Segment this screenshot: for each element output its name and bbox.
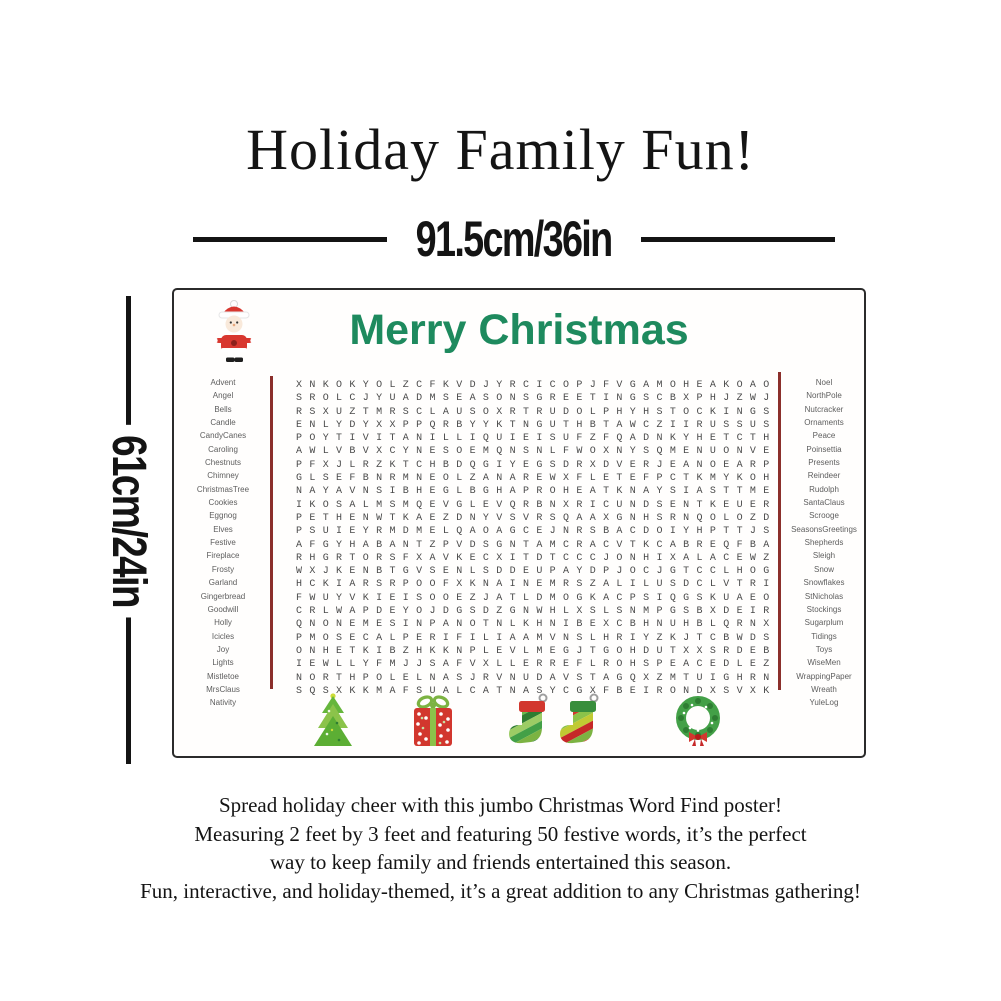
word-list-item: Chimney <box>207 471 239 481</box>
bottom-icons-row <box>174 692 864 752</box>
word-search-grid: XNKOKYOLZCFKVDJYRCICOPJFVGAMOHEAKOAO SROL… <box>296 379 780 698</box>
word-list-item: Gingerbread <box>200 591 246 601</box>
grid-row: XNKOKYOLZCFKVDJYRCICOPJFVGAMOHEAKOAO <box>296 380 777 391</box>
grid-row: FWUYVKIEISOOEZJATLDMOGKACPSIQGSKUAEO <box>296 592 777 604</box>
description-line: Spread holiday cheer with this jumbo Chr… <box>218 793 783 817</box>
word-list-item: Shepherds <box>804 538 844 548</box>
right-divider-line <box>778 372 781 690</box>
stocking-icon <box>560 693 599 744</box>
word-list-item: Reindeer <box>807 471 841 481</box>
word-list-item: Festive <box>210 538 236 548</box>
word-list-item: Presents <box>808 458 840 468</box>
word-list-item: ChristmasTree <box>196 484 250 494</box>
word-list-item: Sleigh <box>812 551 836 561</box>
grid-row: IEWLLYFMJJSAFVXLLERREFLROHSPEACEDLEZ <box>296 659 777 671</box>
word-list-item: Eggnog <box>209 511 237 521</box>
word-list-item: Garland <box>208 578 238 588</box>
grid-row: RSXUZTMRSCLAUSOXRTRUDOLPHYHSTOCKINGS <box>296 406 777 418</box>
word-list-item: Mistletoe <box>206 671 239 681</box>
width-dimension-line-left <box>193 236 388 242</box>
description-line: way to keep family and friends entertain… <box>269 850 732 874</box>
word-list-item: Nutcracker <box>804 404 844 414</box>
grid-row: ENLYDYXXPPQRBYYKTNGUTHBTAWCZIIRUSSUS <box>296 419 777 431</box>
word-list-item: Tidings <box>811 631 837 641</box>
stocking-icon <box>509 693 548 744</box>
grid-row: SROLCJYUADMSEASONSGREETINGSCBXPHJZWJ <box>296 393 777 405</box>
word-list-item: Frosty <box>211 564 235 574</box>
word-list-item: Candle <box>210 418 236 428</box>
word-list-item: Poinsettia <box>806 444 842 454</box>
word-list-item: Sugarplum <box>804 618 844 628</box>
word-list-item: SeasonsGreetings <box>791 524 857 534</box>
word-list-item: Rudolph <box>809 484 839 494</box>
word-list-item: Joy <box>216 644 230 654</box>
grid-row: CRLWAPDEYOJDGSDZGNWHLXSLSNMPGSBXDEIR <box>296 606 777 618</box>
word-list-item: Peace <box>812 431 836 441</box>
word-list-item: Ornaments <box>804 418 844 428</box>
grid-row: PSUIEYRMDMELQAOAGCEJNRSBACDOIYHPTTJS <box>296 526 777 538</box>
grid-row: RHGRTORSFXAVKECXITDTCCCJONHIXALACEWZ <box>296 552 777 564</box>
word-list-item: Goodwill <box>207 604 239 614</box>
word-list-item: Cookies <box>208 498 238 508</box>
word-list-item: Elves <box>213 524 233 534</box>
grid-row: QNONEMESINPANOTNLKHNIBEXCBHNUHBLQRNX <box>296 619 777 631</box>
wreath-icon <box>676 696 720 746</box>
width-dimension-line-right <box>640 236 836 242</box>
word-list-item: Nativity <box>209 698 237 708</box>
word-list-item: SantaClaus <box>803 498 845 508</box>
word-list-item: Fireplace <box>206 551 240 561</box>
word-list-item: Wreath <box>811 684 837 694</box>
christmas-tree-icon <box>314 693 352 746</box>
grid-row: WXJKENBTGVSENLSDDEUPAYDPJOCJGTCCLHOG <box>296 566 777 578</box>
description-line: Fun, interactive, and holiday-themed, it… <box>140 878 861 903</box>
grid-row: NORTHPOLELNASJRVNUDAVSTAGQXZMTUIGHRN <box>296 672 777 684</box>
grid-row: GLSEFBNRMNEOLZANAREWXFLETEFPCTKMYKOH <box>296 473 777 485</box>
grid-row: AFGYHABANTZPVDSGNTAMCRACVTKCABREQFBA <box>296 539 777 551</box>
word-list-item: Bells <box>214 404 232 414</box>
word-list-item: WiseMen <box>807 658 841 668</box>
word-find-poster: Merry Christmas Advent Angel Bells Candle Ca… <box>172 288 866 758</box>
grid-row: NAYAVNSIBHEGLBGHAPROHEATKNAYSIASTTME <box>296 486 777 498</box>
word-list-item: Noel <box>815 378 833 387</box>
word-list-item: Caroling <box>208 444 238 454</box>
description-line: Measuring 2 feet by 3 feet and featuring… <box>194 821 807 846</box>
word-list-item: Lights <box>212 658 234 668</box>
word-list-item: WrappingPaper <box>796 671 852 681</box>
word-list-item: StNicholas <box>804 591 844 601</box>
product-description: Spread holiday cheer with this jumbo Chr… <box>0 791 1001 905</box>
grid-row: PFXJLRZKTCHBDQGIYEGSDRXDVERJEANOEARP <box>296 459 777 471</box>
word-list-item: MrsClaus <box>206 684 240 694</box>
word-list-item: Chestnuts <box>204 458 242 468</box>
grid-row: AWLVBVXCYNESOEMQNSNLFWOXNYSQMENUONVE <box>296 446 777 458</box>
word-list-item: Holly <box>214 618 232 628</box>
poster-title: Merry Christmas <box>349 306 689 354</box>
word-list-item: Snow <box>813 564 834 574</box>
width-dimension-label: 91.5cm/36in <box>416 209 614 267</box>
word-list-item: YuleLog <box>809 698 839 708</box>
word-list-item: NorthPole <box>806 391 842 401</box>
right-word-list: Noel NorthPole Nutcracker Ornaments Peace Poi… <box>782 376 866 710</box>
left-divider-line <box>270 376 273 689</box>
word-list-item: Toys <box>815 644 833 654</box>
word-list-item: Angel <box>212 391 234 401</box>
santa-icon <box>213 300 255 362</box>
width-dimension: 91.5cm/36in <box>193 210 836 267</box>
grid-row: ONHETKIBZHKKNPLEVLMEGJTGOHDUTXXSRDEB <box>296 645 777 657</box>
word-list-item: Advent <box>210 378 236 387</box>
word-list-item: Icicles <box>211 631 235 641</box>
grid-row: HCKIARSRPOOFXKNAINEMRSZALILUSDCLVTRI <box>296 579 777 591</box>
word-list-item: CandyCanes <box>199 431 247 441</box>
grid-row: SQSXKKMAFSUALCATNASYCGXFBEIRONDXSVXK <box>296 685 777 697</box>
left-word-list: Advent Angel Bells Candle CandyCanes Caroling… <box>176 376 270 710</box>
grid-row: POYTIVITANILLIQUIEISUFZFQADNKYHETCTH <box>296 433 777 445</box>
grid-row: PMOSECALPERIFILIAAMVNSLHRIYZKJTCBWDS <box>296 632 777 644</box>
grid-row: IKOSALMSMQEVGLEVQRBNXRICUNDSENTKEUER <box>296 499 777 511</box>
word-list-item: Stockings <box>806 604 842 614</box>
word-list-item: Scrooge <box>809 511 839 521</box>
gift-icon <box>414 695 452 746</box>
grid-row: PETHENWTKAEZDNYVSVRSQAAXGNHSRNQOLOZD <box>296 512 777 524</box>
word-list-item: Snowflakes <box>803 578 845 588</box>
height-dimension-label: 61cm/24in <box>100 424 158 618</box>
page-title: Holiday Family Fun! <box>246 117 755 182</box>
